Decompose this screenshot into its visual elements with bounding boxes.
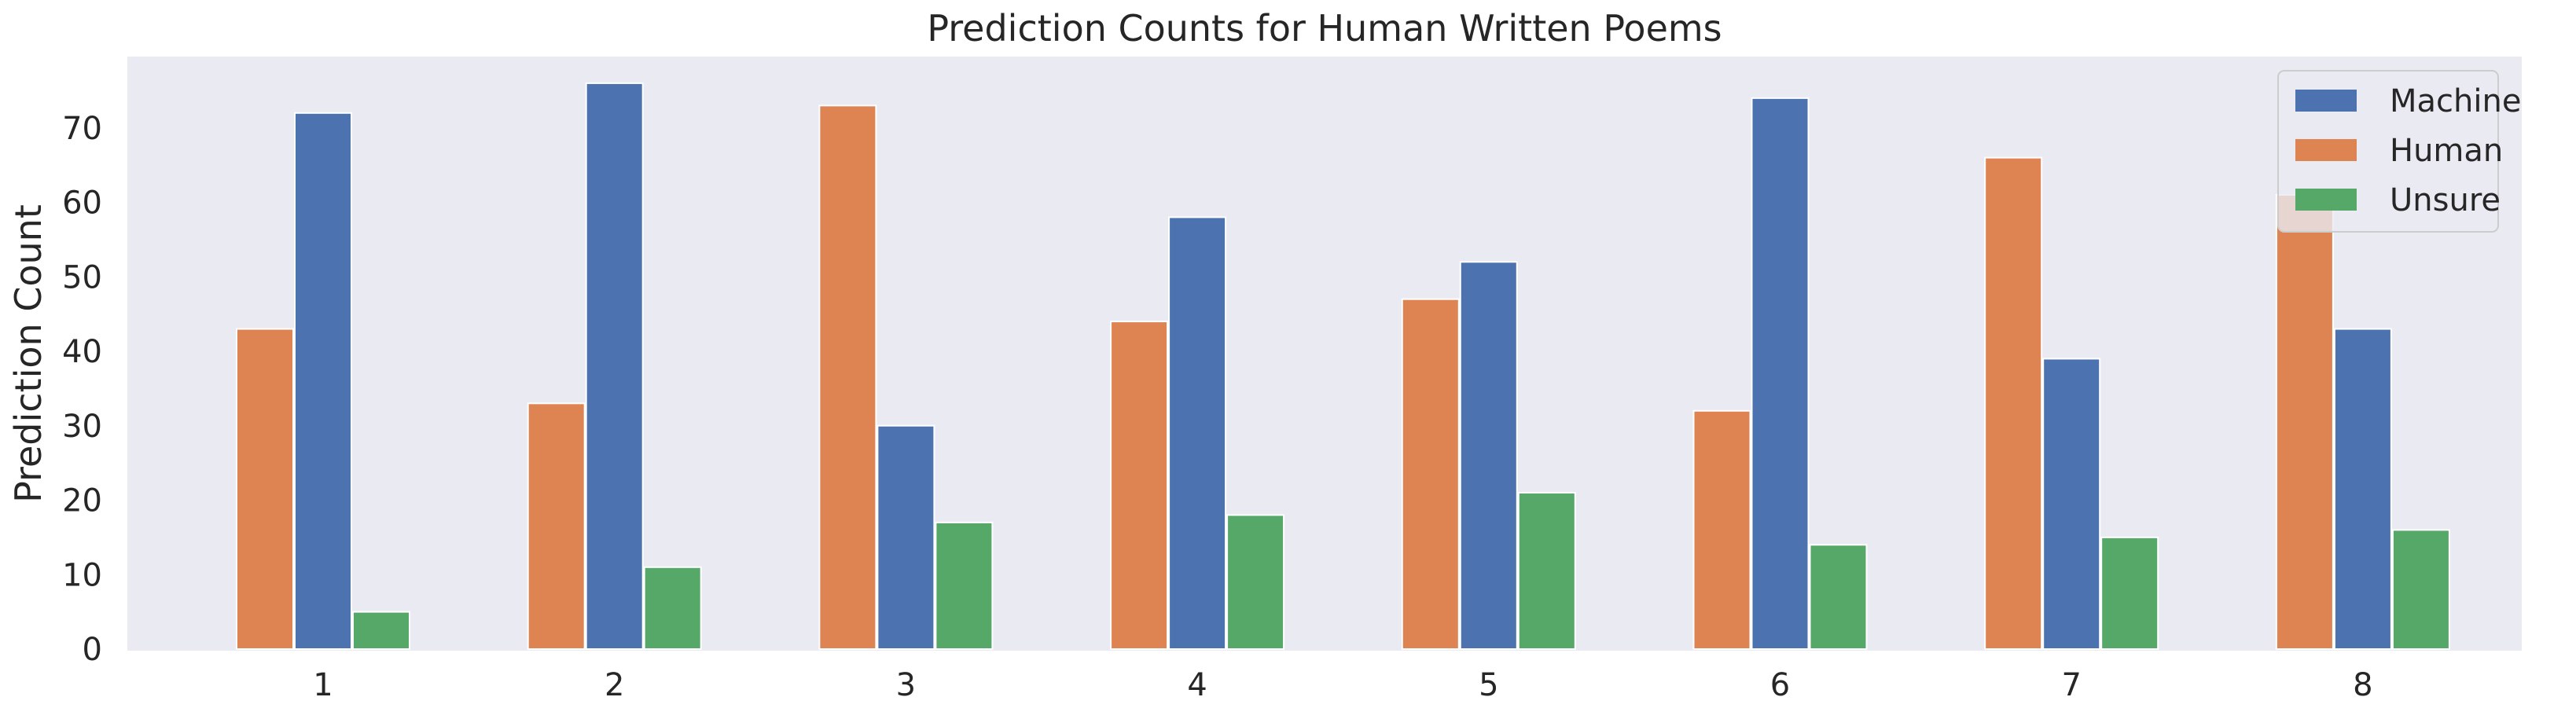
y-tick-label: 30: [62, 409, 102, 445]
plot-area: [127, 57, 2522, 651]
y-tick-label: 60: [62, 185, 102, 222]
bar-machine-5: [1459, 261, 1518, 650]
bar-human-2: [527, 402, 586, 650]
y-tick-label: 10: [62, 557, 102, 593]
y-tick-label: 50: [62, 259, 102, 295]
y-ticks-group: 0 10 20 30 40 50 60 70: [62, 111, 102, 668]
bar-human-4: [1110, 321, 1169, 650]
bar-unsure-8: [2391, 529, 2450, 651]
bar-machine-6: [1751, 97, 1810, 651]
x-ticks-group: 1 2 3 4 5 6 7 8: [313, 667, 2372, 703]
bar-human-1: [236, 328, 294, 650]
legend-swatch-machine: [2295, 90, 2357, 112]
bar-unsure-1: [352, 611, 410, 650]
bar-human-7: [1984, 156, 2043, 650]
bar-unsure-5: [1517, 492, 1576, 651]
legend-swatch-unsure: [2295, 189, 2357, 211]
legend-label-unsure: Unsure: [2390, 182, 2501, 218]
legend: Machine Human Unsure: [2277, 70, 2521, 233]
bar-human-8: [2275, 194, 2334, 650]
bar-machine-1: [294, 112, 352, 651]
bar-human-3: [818, 105, 877, 650]
x-tick-label: 4: [1187, 667, 1207, 703]
bar-unsure-2: [643, 566, 702, 651]
y-axis-label: Prediction Count: [7, 204, 50, 503]
x-tick-label: 1: [313, 667, 333, 703]
bar-machine-3: [876, 424, 935, 650]
y-tick-label: 0: [83, 632, 102, 668]
x-tick-label: 7: [2061, 667, 2081, 703]
bar-unsure-6: [1809, 544, 1868, 650]
bar-machine-4: [1168, 216, 1227, 650]
x-tick-label: 5: [1479, 667, 1498, 703]
bar-unsure-7: [2100, 536, 2159, 650]
legend-swatch-human: [2295, 139, 2357, 161]
bar-machine-8: [2333, 328, 2392, 650]
y-tick-label: 20: [62, 483, 102, 519]
legend-label-machine: Machine: [2390, 83, 2521, 119]
bar-machine-7: [2042, 358, 2101, 650]
bar-human-5: [1401, 298, 1460, 650]
legend-label-human: Human: [2390, 133, 2503, 169]
bar-unsure-3: [935, 521, 994, 650]
bars-group: [236, 82, 2450, 651]
bar-machine-2: [585, 82, 644, 650]
x-tick-label: 3: [896, 667, 916, 703]
y-tick-label: 70: [62, 111, 102, 147]
x-tick-label: 8: [2353, 667, 2372, 703]
bar-unsure-4: [1226, 514, 1285, 651]
y-tick-label: 40: [62, 334, 102, 370]
x-tick-label: 2: [604, 667, 624, 703]
chart-title: Prediction Counts for Human Written Poem…: [927, 7, 1722, 50]
x-tick-label: 6: [1770, 667, 1790, 703]
bar-human-6: [1692, 409, 1751, 650]
